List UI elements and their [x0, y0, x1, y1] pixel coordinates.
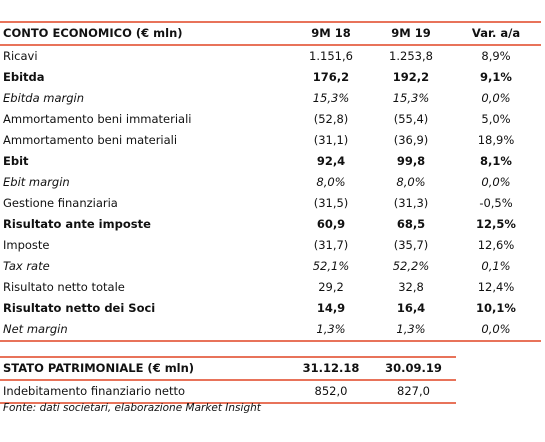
value-cell: 52,2%	[392, 259, 430, 273]
value-cell: 68,5	[396, 217, 426, 231]
value-cell: 0,1%	[481, 259, 511, 273]
label-cell: Ammortamento beni immateriali	[3, 112, 192, 126]
label-cell: Ebitda margin	[3, 91, 85, 105]
value-cell: 18,9%	[477, 133, 515, 147]
value-cell: 12,5%	[476, 217, 516, 231]
value-cell: 0,0%	[481, 91, 511, 105]
value-cell: -0,5%	[479, 196, 513, 210]
income-table: CONTO ECONOMICO (€ mln) 9M 18 9M 19 Var. a/…	[0, 21, 541, 342]
value-cell: 827,0	[371, 380, 456, 404]
label-cell: Ebitda	[3, 70, 45, 84]
value-cell: 12,4%	[477, 280, 515, 294]
table-row: CONTO ECONOMICO (€ mln) 9M 18 9M 19 Var. a/…	[0, 21, 541, 46]
value-cell: 31.12.18	[291, 356, 371, 381]
value-cell: 852,0	[291, 380, 371, 404]
table-row: Risultato netto totale 29,2 32,8 12,4%	[0, 277, 541, 298]
label-cell: Tax rate	[3, 259, 50, 273]
table-row: Ammortamento beni materiali (31,1) (36,9) 1…	[0, 130, 541, 151]
value-cell: 176,2	[312, 70, 350, 84]
value-cell: 1.253,8	[389, 49, 433, 63]
value-cell: 1,3%	[291, 319, 371, 342]
value-cell: (31,5)	[313, 196, 349, 210]
value-cell: (36,9)	[393, 133, 429, 147]
table-row: Risultato netto dei Soci 14,9 16,4 10,1%	[0, 298, 541, 319]
table-row: Net margin 1,3% 1,3% 0,0%	[0, 319, 541, 342]
table-row: Ebitda margin 15,3% 15,3% 0,0%	[0, 88, 541, 109]
table-row: Ebit margin 8,0% 8,0% 0,0%	[0, 172, 541, 193]
value-cell: 9M 19	[371, 21, 451, 46]
table-row: Tax rate 52,1% 52,2% 0,1%	[0, 256, 541, 277]
label-cell: Risultato ante imposte	[3, 217, 151, 231]
value-cell: (35,7)	[393, 238, 429, 252]
value-cell: 8,0%	[316, 175, 346, 189]
table-row: Risultato ante imposte 60,9 68,5 12,5%	[0, 214, 541, 235]
label-cell: CONTO ECONOMICO (€ mln)	[0, 21, 291, 46]
value-cell: 60,9	[316, 217, 346, 231]
label-cell: Indebitamento finanziario netto	[0, 380, 291, 404]
label-cell: Imposte	[3, 238, 50, 252]
value-cell: 1,3%	[371, 319, 451, 342]
table-row: Imposte (31,7) (35,7) 12,6%	[0, 235, 541, 256]
value-cell: 0,0%	[481, 175, 511, 189]
table-row: Ebit 92,4 99,8 8,1%	[0, 151, 541, 172]
table-row: Ricavi 1.151,6 1.253,8 8,9%	[0, 45, 541, 67]
label-cell: Net margin	[0, 319, 291, 342]
value-cell: 9,1%	[480, 70, 512, 84]
value-cell: (31,1)	[313, 133, 349, 147]
value-cell: (52,8)	[313, 112, 349, 126]
value-cell: 192,2	[392, 70, 430, 84]
value-cell: 15,3%	[312, 91, 350, 105]
label-cell: Ebit	[3, 154, 29, 168]
value-cell: 12,6%	[477, 238, 515, 252]
value-cell: 32,8	[398, 280, 424, 294]
value-cell: 9M 18	[291, 21, 371, 46]
table-row: Ebitda 176,2 192,2 9,1%	[0, 67, 541, 88]
value-cell: 8,0%	[396, 175, 426, 189]
table-row: STATO PATRIMONIALE (€ mln) 31.12.18 30.09.…	[0, 356, 456, 381]
value-cell: 14,9	[316, 301, 346, 315]
label-cell: Ebit margin	[3, 175, 70, 189]
label-cell: STATO PATRIMONIALE (€ mln)	[0, 356, 291, 381]
label-cell: Ammortamento beni materiali	[3, 133, 178, 147]
value-cell: 8,9%	[481, 49, 511, 63]
value-cell: 99,8	[396, 154, 426, 168]
value-cell: 1.151,6	[309, 49, 353, 63]
value-cell: 16,4	[396, 301, 426, 315]
value-cell: 30.09.19	[371, 356, 456, 381]
balance-table: STATO PATRIMONIALE (€ mln) 31.12.18 30.09.…	[0, 356, 456, 404]
label-cell: Risultato netto totale	[3, 280, 125, 294]
value-cell: 29,2	[318, 280, 344, 294]
value-cell: 10,1%	[476, 301, 516, 315]
value-cell: Var. a/a	[451, 21, 541, 46]
value-cell: (31,3)	[393, 196, 429, 210]
label-cell: Gestione finanziaria	[3, 196, 118, 210]
value-cell: 92,4	[316, 154, 346, 168]
value-cell: 0,0%	[451, 319, 541, 342]
value-cell: (31,7)	[313, 238, 349, 252]
label-cell: Risultato netto dei Soci	[3, 301, 156, 315]
table-row: Indebitamento finanziario netto 852,0 827,…	[0, 380, 456, 404]
table-row: Ammortamento beni immateriali (52,8) (55,4…	[0, 109, 541, 130]
value-cell: 5,0%	[481, 112, 511, 126]
label-cell: Ricavi	[3, 49, 38, 63]
value-cell: 15,3%	[392, 91, 430, 105]
source-note: Fonte: dati societari, elaborazione Mark…	[3, 402, 261, 414]
value-cell: 52,1%	[312, 259, 350, 273]
table-row: Gestione finanziaria (31,5) (31,3) -0,5%	[0, 193, 541, 214]
value-cell: 8,1%	[480, 154, 512, 168]
value-cell: (55,4)	[393, 112, 429, 126]
